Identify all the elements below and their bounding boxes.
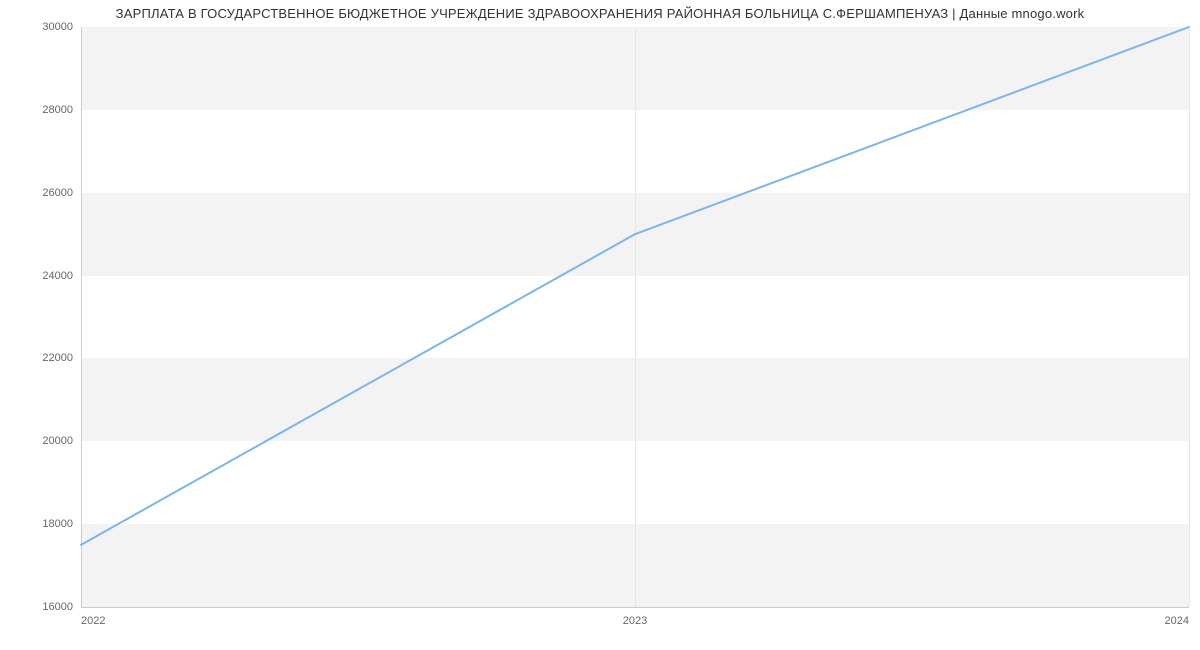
x-gridline (1189, 27, 1190, 607)
y-tick-label: 28000 (42, 104, 73, 116)
plot-area: 1600018000200002200024000260002800030000… (81, 27, 1189, 607)
y-tick-label: 20000 (42, 435, 73, 447)
y-tick-label: 18000 (42, 518, 73, 530)
x-tick-label: 2023 (623, 615, 647, 627)
x-axis-line (81, 607, 1189, 608)
chart-title: ЗАРПЛАТА В ГОСУДАРСТВЕННОЕ БЮДЖЕТНОЕ УЧР… (0, 6, 1200, 21)
y-tick-label: 26000 (42, 187, 73, 199)
y-tick-label: 30000 (42, 21, 73, 33)
x-tick-label: 2022 (81, 615, 105, 627)
y-tick-label: 16000 (42, 601, 73, 613)
salary-line-chart: ЗАРПЛАТА В ГОСУДАРСТВЕННОЕ БЮДЖЕТНОЕ УЧР… (0, 0, 1200, 650)
y-tick-label: 24000 (42, 270, 73, 282)
series-svg (81, 27, 1189, 607)
x-tick-label: 2024 (1165, 615, 1189, 627)
series-line-salary (81, 27, 1189, 545)
y-tick-label: 22000 (42, 352, 73, 364)
